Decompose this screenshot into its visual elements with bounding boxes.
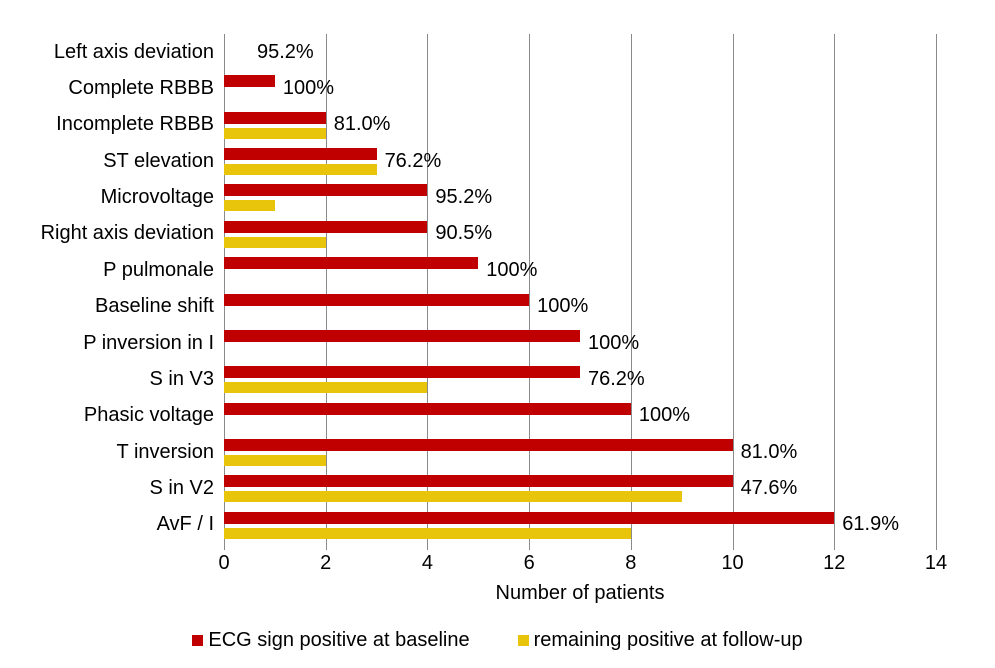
gridline [936,34,937,543]
bar-baseline [224,366,580,379]
gridline [427,34,429,543]
bar-baseline [224,293,530,306]
x-axis-tick-labels: 0 2 4 6 8 10 12 14 [218,550,947,576]
bar-baseline [224,438,733,451]
bar-followup [224,527,631,539]
category-axis: Left axis deviation Complete RBBB Incomple… [0,34,214,543]
category-label: S in V2 [149,476,214,499]
axis-tick [936,543,937,550]
bar-followup [224,454,326,466]
bar-followup [224,127,326,139]
axis-tick [834,543,836,550]
category-label: Baseline shift [95,295,214,318]
bar-followup [224,236,326,248]
category-label: Microvoltage [100,186,214,209]
bar-value-label: 100% [486,258,538,281]
bar-value-label: 90.5% [435,222,493,245]
bar-baseline [224,475,733,488]
axis-tick-label: 14 [924,552,948,574]
bar-value-label: 95.2% [257,40,314,63]
bar-value-label: 100% [282,77,334,100]
bar-value-label: 100% [588,331,640,354]
gridline [325,34,327,543]
y-axis-line [224,34,225,543]
axis-tick [732,543,734,550]
bar-value-label: 81.0% [333,113,391,136]
x-axis-title: Number of patients [495,582,665,604]
bar-followup [224,164,377,176]
axis-tick-label: 4 [421,552,433,574]
category-label: Complete RBBB [68,77,214,100]
category-label: Incomplete RBBB [56,113,214,136]
plot-area: 95.2% 100% 81.0% 76.2% 95.2% 90.5% 100% 100% 100… [224,34,937,550]
axis-tick-label: 6 [523,552,535,574]
category-label: S in V3 [149,367,214,390]
category-label: AvF / I [156,513,214,536]
gridline [529,34,531,543]
bar-baseline [224,148,377,161]
legend-label-followup: remaining positive at follow-up [533,629,803,651]
bar-baseline [224,75,275,88]
bar-value-label: 100% [638,404,690,427]
axis-tick [224,543,225,550]
bar-baseline [224,220,428,233]
bar-baseline [224,511,835,524]
bar-value-label: 61.9% [842,513,899,536]
axis-tick [325,543,327,550]
axis-tick [630,543,632,550]
bar-value-label: 81.0% [740,440,798,463]
bar-value-label: 100% [537,295,589,318]
axis-tick [427,543,429,550]
axis-tick-label: 12 [823,552,846,574]
gridline [630,34,632,543]
legend: ECG sign positive at baseline remaining … [0,629,995,652]
category-label: P pulmonale [103,258,214,281]
bar-followup [224,382,428,394]
bar-value-label: 76.2% [588,367,645,390]
bar-baseline [224,402,631,415]
axis-tick-label: 8 [625,552,637,574]
category-label: Phasic voltage [83,404,214,427]
legend-marker-baseline-icon [192,635,204,646]
bar-followup [224,200,275,212]
category-label: ST elevation [103,149,214,172]
gridline [732,34,734,543]
bar-value-label: 47.6% [740,476,798,499]
axis-tick-label: 10 [721,552,744,574]
category-label: T inversion [116,440,214,463]
legend-label-baseline: ECG sign positive at baseline [208,629,470,651]
axis-tick-label: 2 [320,552,332,574]
category-label: Left axis deviation [53,40,214,63]
bar-baseline [224,329,580,342]
bar-value-label: 95.2% [435,186,493,209]
legend-marker-followup-icon [517,635,529,646]
gridline [834,34,836,543]
legend-item-followup: remaining positive at follow-up [517,629,803,652]
bar-baseline [224,257,479,270]
bar-followup [224,491,682,503]
legend-item-baseline: ECG sign positive at baseline [192,629,470,652]
axis-tick [529,543,531,550]
bar-value-label: 76.2% [384,149,442,172]
axis-tick-label: 0 [218,552,230,574]
category-label: P inversion in I [83,331,214,354]
bar-baseline [224,184,428,197]
bar-baseline [224,111,326,124]
category-label: Right axis deviation [40,222,214,245]
